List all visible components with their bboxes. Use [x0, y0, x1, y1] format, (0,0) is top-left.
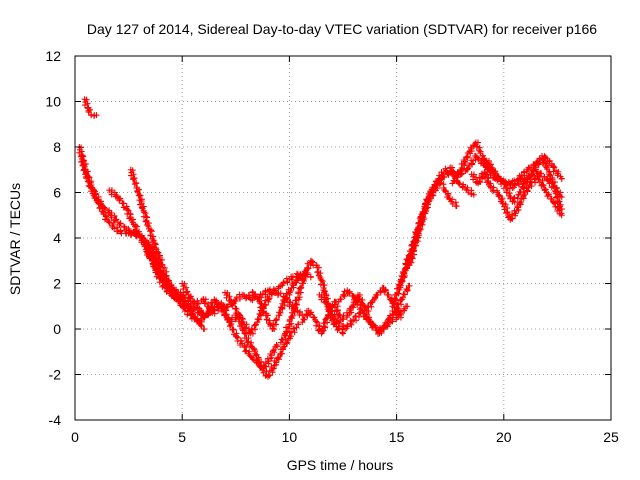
data-points: [76, 96, 565, 380]
series-track-20: [142, 246, 306, 319]
series-track-18: [468, 169, 563, 223]
y-tick-label: 4: [53, 230, 61, 246]
y-tick-label: -2: [49, 367, 62, 383]
plus-marker: [468, 169, 563, 223]
chart-title: Day 127 of 2014, Sidereal Day-to-day VTE…: [87, 21, 597, 37]
plus-marker: [81, 96, 100, 119]
plus-marker: [483, 155, 565, 219]
tick-labels: 0 5 10 15 20 25 -4 -2 0 2 4 6 8 10 12: [45, 48, 619, 445]
y-tick-label: 0: [53, 321, 61, 337]
x-tick-label: 25: [603, 429, 619, 445]
x-tick-label: 10: [282, 429, 298, 445]
y-tick-label: -4: [49, 412, 62, 428]
plus-marker: [335, 287, 411, 335]
x-tick-label: 0: [71, 429, 79, 445]
y-tick-label: 2: [53, 276, 61, 292]
y-tick-label: 12: [45, 48, 61, 64]
tick-marks: [74, 55, 612, 421]
y-tick-label: 8: [53, 139, 61, 155]
x-tick-label: 5: [178, 429, 186, 445]
series-track-13: [335, 287, 411, 335]
x-tick-label: 15: [389, 429, 405, 445]
y-axis-label: SDTVAR / TECUs: [7, 183, 23, 295]
y-tick-label: 6: [53, 185, 61, 201]
plus-marker: [142, 246, 306, 319]
y-tick-label: 10: [45, 94, 61, 110]
x-tick-label: 20: [496, 429, 512, 445]
series-track-1: [81, 96, 100, 119]
series-track-19: [483, 155, 565, 219]
x-axis-label: GPS time / hours: [287, 457, 394, 473]
